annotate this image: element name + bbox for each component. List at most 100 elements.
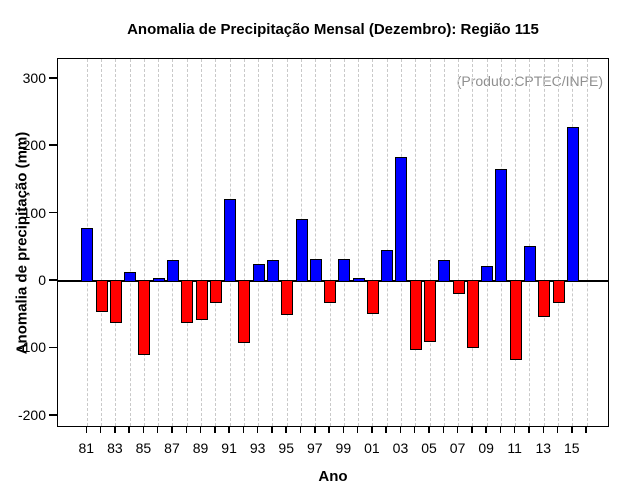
bar-87 (166, 260, 179, 282)
x-tick (528, 427, 530, 433)
gridline (243, 59, 245, 426)
bar-15 (566, 127, 579, 282)
x-tick (271, 427, 273, 433)
x-tick (285, 427, 287, 433)
gridline (558, 59, 560, 426)
gridline (543, 59, 545, 426)
gridline (286, 59, 288, 426)
gridline (143, 59, 145, 426)
x-tick (413, 427, 416, 433)
x-tick (456, 427, 459, 433)
plot-area: (Produto:CPTEC/INPE) (57, 58, 609, 427)
x-tick-label: 07 (449, 440, 466, 456)
x-axis-title: Ano (318, 468, 348, 485)
x-tick-label: 05 (421, 440, 437, 456)
y-tick-label: 100 (22, 204, 46, 221)
x-tick (556, 427, 559, 433)
x-tick-label: 83 (107, 440, 123, 456)
bar-83 (109, 280, 122, 324)
bar-93 (252, 264, 265, 282)
y-tick (49, 346, 57, 349)
gridline (315, 59, 317, 426)
x-tick (199, 427, 202, 433)
bar-88 (181, 280, 194, 323)
bar-05 (424, 280, 437, 342)
x-tick (228, 427, 230, 433)
bar-14 (552, 280, 565, 303)
y-tick-label: 0 (38, 272, 46, 288)
x-tick (399, 427, 402, 433)
x-tick (256, 427, 259, 433)
gridline (529, 59, 531, 426)
y-axis-title: Anomalia de precipitação (mm) (13, 131, 31, 355)
x-tick-label: 01 (364, 440, 380, 456)
gridline (129, 59, 131, 426)
x-tick (585, 427, 587, 433)
x-tick (242, 427, 245, 433)
x-tick (185, 427, 187, 433)
gridline (515, 59, 517, 426)
gridline (458, 59, 460, 426)
gridline (329, 59, 331, 426)
x-tick (571, 427, 573, 433)
x-tick (171, 427, 173, 433)
gridline (372, 59, 374, 426)
gridline (586, 59, 588, 426)
gridline (201, 59, 203, 426)
x-tick (128, 427, 130, 433)
bar-85 (138, 280, 151, 356)
x-tick (513, 427, 516, 433)
bar-13 (538, 280, 551, 317)
x-tick-label: 15 (564, 440, 580, 456)
x-tick-label: 11 (507, 440, 522, 456)
y-tick (49, 211, 57, 214)
gridline (429, 59, 431, 426)
x-tick-label: 95 (278, 440, 294, 456)
x-tick-label: 99 (335, 440, 352, 456)
bar-00 (352, 278, 365, 282)
x-tick (371, 427, 373, 433)
y-tick (49, 279, 57, 281)
x-tick (471, 427, 473, 433)
bar-89 (195, 280, 208, 321)
gridline (486, 59, 488, 426)
x-tick-label: 97 (306, 440, 323, 456)
bar-11 (509, 280, 522, 360)
x-tick (542, 427, 544, 433)
bar-04 (409, 280, 422, 350)
x-tick (85, 427, 88, 433)
x-tick (356, 427, 359, 433)
x-tick (314, 427, 316, 433)
gridline (101, 59, 103, 426)
x-tick (385, 427, 387, 433)
x-tick-label: 85 (135, 440, 152, 456)
x-tick-label: 13 (535, 440, 552, 456)
bar-06 (438, 260, 451, 282)
gridline (258, 59, 260, 426)
y-tick-label: 200 (22, 137, 46, 154)
bar-82 (95, 280, 108, 312)
x-tick-label: 81 (78, 440, 95, 456)
x-tick (114, 427, 116, 433)
x-tick-label: 09 (478, 440, 494, 456)
y-tick (49, 144, 57, 146)
gridline (158, 59, 160, 426)
gridline (186, 59, 188, 426)
bar-94 (266, 260, 279, 282)
x-tick (342, 427, 345, 433)
x-tick (156, 427, 159, 433)
bar-86 (152, 278, 165, 282)
bar-02 (381, 249, 394, 282)
bar-95 (281, 280, 294, 315)
bar-92 (238, 280, 251, 343)
bar-96 (295, 218, 308, 282)
x-tick-label: 93 (249, 440, 266, 456)
y-tick (49, 77, 57, 79)
x-tick (99, 427, 102, 433)
bar-12 (523, 245, 536, 282)
bar-98 (324, 280, 337, 303)
y-tick-label: -200 (17, 406, 46, 423)
bar-84 (124, 272, 137, 282)
bar-10 (495, 169, 508, 282)
